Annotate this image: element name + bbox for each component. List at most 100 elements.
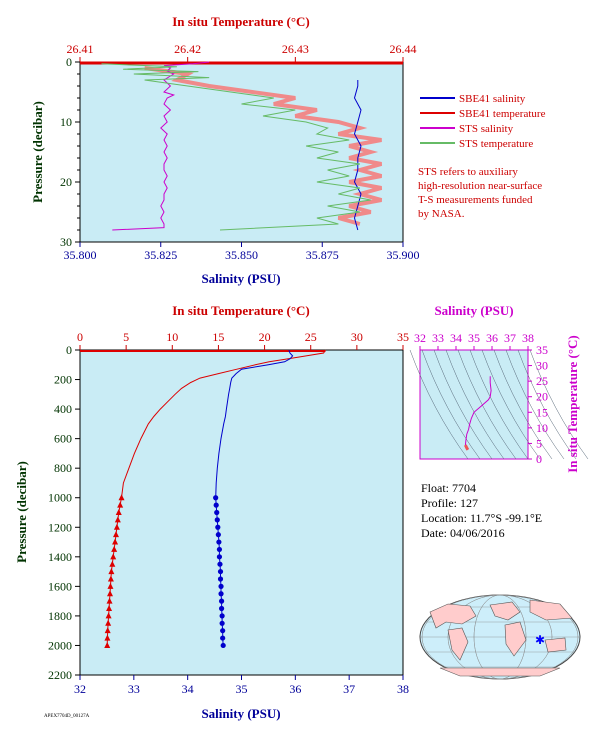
salinity-marker [218,605,225,612]
near-surface-p-tick-label: 30 [60,235,72,249]
sts-note-line: high-resolution near-surface [418,180,542,192]
density-contour [433,349,493,460]
near-surface-temp-tick-label: 26.44 [390,42,417,56]
temperature-marker [112,531,119,538]
temperature-marker [110,553,117,560]
salinity-marker [219,613,225,619]
location: Location: 11.7°S -99.1°E [421,511,542,525]
sts-temperature-series [101,63,371,231]
near-surface-sal-tick-label: 35.850 [225,248,258,262]
legend-label: SBE41 salinity [459,93,526,105]
density-contour [493,349,553,460]
salinity-marker [214,517,220,523]
salinity-marker [213,495,219,501]
sts-note-line: STS refers to auxiliary [418,166,518,178]
full-profile-p-tick-label: 1600 [48,579,72,593]
salinity-marker [216,539,222,545]
full-profile-sal-tick-label: 36 [289,682,301,696]
ts-sal-tick-label: 38 [522,331,534,345]
near-surface-p-tick-label: 0 [66,55,72,69]
full-profile-panel: In situ Temperature (°C) Salinity (PSU) … [14,303,409,721]
near-surface-bottom-axis-label: Salinity (PSU) [201,271,280,286]
ts-temp-tick-label: 30 [536,359,548,373]
temperature-marker [118,494,125,501]
temperature-marker [114,516,121,523]
near-surface-panel: In situ Temperature (°C) Salinity (PSU) … [30,14,420,286]
temperature-marker [112,538,119,545]
full-profile-ticks: 0 5 10 15 20 25 30 35 32 33 34 35 36 37 38 0 200 400 600 80… [48,330,409,696]
near-surface-top-axis-label: In situ Temperature (°C) [172,14,310,29]
full-profile-p-tick-label: 600 [54,432,72,446]
ts-sal-tick-label: 35 [468,331,480,345]
full-profile-p-tick-label: 1000 [48,491,72,505]
ts-temp-tick-label: 0 [536,452,542,466]
full-profile-bottom-axis-label: Salinity (PSU) [201,706,280,721]
full-profile-sal-tick-label: 33 [128,682,140,696]
full-profile-temp-tick-label: 30 [351,330,363,344]
full-profile-p-tick-label: 200 [54,373,72,387]
sts-temperature-band-series [144,66,383,226]
near-surface-series [101,61,383,231]
float-location-marker: ✱ [535,633,545,647]
temperature-marker [106,590,113,597]
ts-curve [464,376,492,446]
full-profile-p-tick-label: 0 [66,343,72,357]
near-surface-sal-tick-label: 35.800 [64,248,97,262]
ts-top-axis-label: Salinity (PSU) [434,303,513,318]
salinity-marker [219,620,225,626]
map-landmass [504,621,527,657]
ts-temp-tick-label: 15 [536,405,548,419]
full-profile-sal-tick-label: 32 [74,682,86,696]
map-landmass [544,637,567,653]
map-landmass [529,599,573,621]
near-surface-temp-tick-label: 26.41 [67,42,94,56]
near-surface-sal-tick-label: 35.875 [306,248,339,262]
sts-note-line: by NASA. [418,208,465,220]
salinity-marker [215,532,221,538]
full-profile-sal-tick-label: 38 [397,682,409,696]
density-contour [469,349,529,460]
map-land [429,599,573,677]
full-profile-temp-tick-label: 15 [212,330,224,344]
ts-sal-tick-label: 36 [486,331,498,345]
ts-sal-tick-label: 32 [414,331,426,345]
salinity-marker [216,546,223,553]
full-profile-temp-tick-label: 10 [166,330,178,344]
salinity-marker [220,635,226,641]
temperature-marker [104,627,111,634]
legend-label: SBE41 temperature [459,108,546,120]
map-landmass [439,667,561,677]
sbe41-salinity-series [353,80,362,231]
temperature-marker [111,545,118,552]
near-surface-ticks: 26.41 26.42 26.43 26.44 35.800 35.825 35.850 35… [60,42,420,262]
ts-sal-tick-label: 34 [450,331,462,345]
date: Date: 04/06/2016 [421,526,505,540]
salinity-marker [217,576,224,582]
temperature-marker [113,523,120,530]
salinity-marker [214,509,220,516]
ts-temp-tick-label: 5 [536,436,542,450]
temperature-marker [105,612,112,619]
map-landmass [489,601,521,621]
ts-diagram-plot-area [419,349,529,460]
full-profile-y-axis-label: Pressure (decibar) [14,461,29,563]
near-surface-sal-tick-label: 35.900 [387,248,420,262]
density-contour [409,349,469,460]
salinity-marker [220,628,226,634]
near-surface-p-tick-label: 10 [60,115,72,129]
temperature-marker [106,605,113,612]
ts-density-contours [409,349,589,460]
density-contour [529,349,589,460]
map-landmass [429,603,477,629]
full-profile-p-tick-label: 2200 [48,668,72,682]
salinity-marker [217,568,224,575]
full-profile-sal-tick-label: 35 [236,682,248,696]
full-profile-temp-tick-label: 5 [123,330,129,344]
salinity-marker [218,598,225,604]
sts-note-line: T-S measurements funded [418,194,533,206]
temperature-marker [117,501,124,508]
ts-right-axis-label: In situ Temperature (°C) [565,335,580,473]
full-profile-sal-tick-label: 34 [182,682,194,696]
legend-label: STS temperature [459,138,533,150]
